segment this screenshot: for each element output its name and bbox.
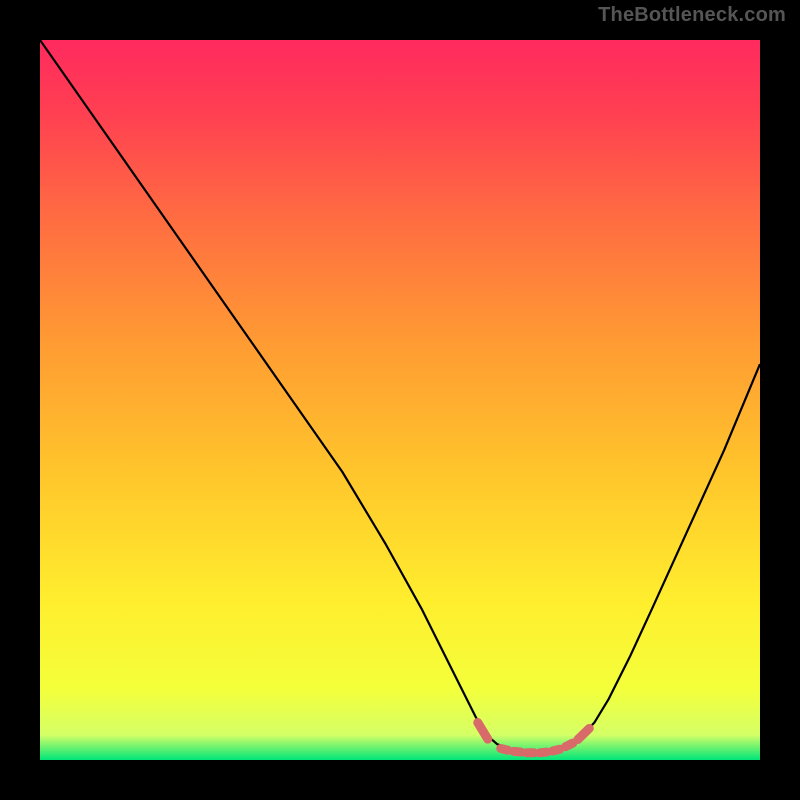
plot-svg [40,40,760,760]
marker-segment [514,751,521,752]
marker-segment [553,749,560,751]
marker-segment [501,748,508,750]
plot-area [40,40,760,760]
marker-segment [566,743,573,747]
heatmap-background [40,40,760,760]
marker-segment [540,752,547,753]
watermark-text: TheBottleneck.com [598,4,786,27]
chart-container: TheBottleneck.com [0,0,800,800]
